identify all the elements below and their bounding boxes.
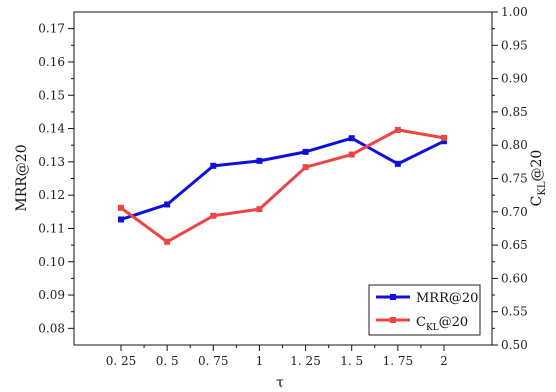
series-0-point-6 bbox=[394, 160, 401, 167]
y-left-tick-label: 0.14 bbox=[38, 122, 65, 136]
y-left-tick-label: 0.08 bbox=[38, 321, 65, 335]
y-left-tick-label: 0.13 bbox=[38, 155, 65, 169]
y-right-tick-label: 0.60 bbox=[501, 271, 528, 285]
y-axis-title-right-main: C bbox=[529, 196, 545, 207]
legend: MRR@20 CKL@20 bbox=[368, 284, 481, 336]
y-left-tick-label: 0.15 bbox=[38, 88, 65, 102]
series-line-1 bbox=[120, 128, 445, 244]
series-1-point-1 bbox=[164, 238, 171, 245]
y-right-tick-label: 0.55 bbox=[501, 305, 528, 319]
series-1-point-2 bbox=[210, 212, 217, 219]
y-right-tick-label: 1.00 bbox=[501, 5, 528, 19]
axes: 0.08 0.09 0.10 0.11 0.12 0.13 0.14 0.15 0.16 0.17… bbox=[38, 5, 527, 368]
y-right-tick-label: 0.85 bbox=[501, 105, 528, 119]
series-0-point-3 bbox=[256, 157, 263, 164]
x-tick-label: 1. 5 bbox=[340, 354, 363, 368]
series-0-point-4 bbox=[302, 148, 309, 155]
y-axis-title-right-sub: KL bbox=[537, 181, 548, 195]
y-right-tick-label: 0.80 bbox=[501, 138, 528, 152]
legend-label-ckl-sub: KL bbox=[426, 323, 439, 333]
legend-marker-mrr bbox=[390, 294, 396, 300]
series-1-point-0 bbox=[118, 204, 124, 211]
y-left-tick-label: 0.10 bbox=[38, 255, 65, 269]
y-left-tick-label: 0.12 bbox=[38, 188, 65, 202]
series-0-point-7 bbox=[441, 138, 447, 145]
x-tick-label: 0. 75 bbox=[198, 354, 229, 368]
y-right-tick-label: 0.95 bbox=[501, 38, 528, 52]
y-left-tick-label: 0.09 bbox=[38, 288, 65, 302]
x-tick-label: 1 bbox=[256, 354, 264, 368]
y-axis-title-left: MRR@20 bbox=[14, 144, 30, 211]
series-0-point-0 bbox=[118, 216, 124, 223]
series-0-point-2 bbox=[210, 162, 217, 169]
y-axis-title-right: CKL@20 bbox=[529, 150, 548, 207]
x-tick-label: 1. 25 bbox=[290, 354, 321, 368]
y-left-tick-label: 0.11 bbox=[38, 221, 65, 235]
series-0-point-1 bbox=[164, 201, 171, 208]
y-right-tick-label: 0.70 bbox=[501, 205, 528, 219]
x-tick-label: 2 bbox=[440, 354, 448, 368]
series-0-point-5 bbox=[348, 135, 355, 142]
y-right-tick-label: 0.50 bbox=[501, 338, 528, 352]
x-tick-label: 0. 5 bbox=[156, 354, 179, 368]
series-1-point-3 bbox=[256, 206, 263, 213]
y-axis-title-right-suffix: @20 bbox=[529, 150, 545, 182]
series-1-point-5 bbox=[348, 151, 355, 158]
y-left-tick-label: 0.16 bbox=[38, 55, 65, 69]
series-line-0 bbox=[120, 136, 445, 221]
legend-label-ckl-main: C bbox=[416, 315, 426, 330]
y-right-tick-label: 0.65 bbox=[501, 238, 528, 252]
y-right-tick-label: 0.75 bbox=[501, 172, 528, 186]
x-tick-label: 0. 25 bbox=[106, 354, 137, 368]
legend-marker-ckl bbox=[390, 317, 396, 323]
legend-box bbox=[368, 284, 481, 336]
series-1-point-7 bbox=[441, 134, 447, 141]
x-axis-title: τ bbox=[276, 375, 284, 391]
series-1-point-4 bbox=[302, 164, 309, 171]
x-tick-label: 1. 75 bbox=[383, 354, 414, 368]
y-left-tick-label: 0.17 bbox=[38, 22, 65, 36]
series-1-point-6 bbox=[394, 126, 401, 133]
legend-label-ckl-suffix: @20 bbox=[439, 315, 469, 330]
y-right-tick-label: 0.90 bbox=[501, 72, 528, 86]
series-layer bbox=[118, 126, 447, 245]
legend-label-ckl: CKL@20 bbox=[416, 315, 468, 333]
legend-label-mrr: MRR@20 bbox=[416, 291, 478, 306]
